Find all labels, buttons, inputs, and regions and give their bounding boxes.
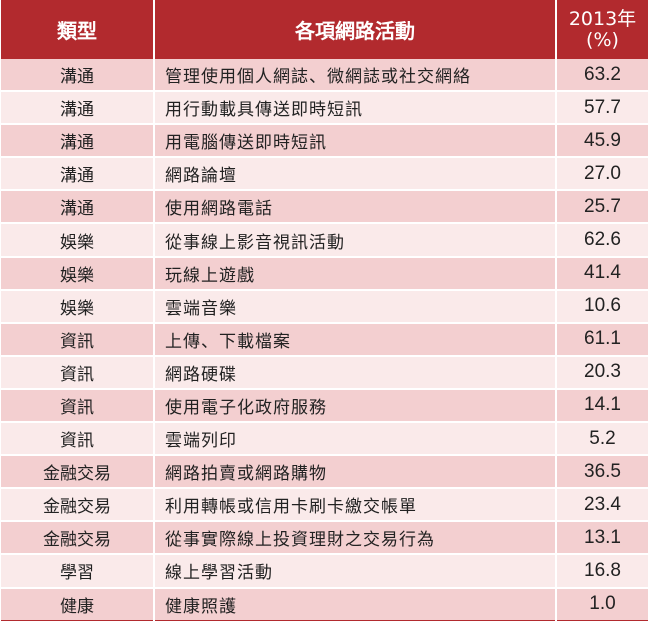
cell-percent: 25.7	[556, 190, 648, 225]
cell-type: 娛樂	[1, 289, 155, 324]
cell-percent: 45.9	[556, 124, 648, 159]
table-row: 溝通 網路論壇 27.0	[1, 157, 648, 192]
cell-activity: 玩線上遊戲	[154, 256, 557, 291]
cell-type: 健康	[1, 587, 155, 621]
cell-percent: 5.2	[556, 422, 648, 457]
cell-percent: 41.4	[556, 256, 648, 291]
cell-type: 金融交易	[1, 521, 155, 556]
cell-activity: 用行動載具傳送即時短訊	[154, 91, 557, 126]
header-year: 2013年	[568, 7, 637, 30]
cell-type: 資訊	[1, 388, 155, 424]
table-row: 金融交易 從事實際線上投資理財之交易行為 13.1	[1, 521, 648, 556]
table-row: 資訊 上傳、下載檔案 61.1	[1, 322, 648, 357]
cell-percent: 63.2	[556, 59, 648, 93]
cell-activity: 上傳、下載檔案	[154, 322, 557, 357]
cell-percent: 61.1	[556, 322, 648, 357]
cell-type: 資訊	[1, 322, 155, 357]
header-percent: 2013年 (%)	[556, 0, 648, 59]
cell-activity: 線上學習活動	[154, 554, 557, 589]
table-row: 資訊 使用電子化政府服務 14.1	[1, 388, 648, 424]
cell-activity: 利用轉帳或信用卡刷卡繳交帳單	[154, 488, 557, 523]
cell-activity: 使用網路電話	[154, 190, 557, 225]
cell-percent: 1.0	[556, 587, 648, 621]
cell-type: 溝通	[1, 190, 155, 225]
header-activity: 各項網路活動	[154, 0, 557, 59]
cell-activity: 雲端列印	[154, 422, 557, 457]
cell-type: 資訊	[1, 355, 155, 390]
table-row: 娛樂 從事線上影音視訊活動 62.6	[1, 223, 648, 258]
header-type: 類型	[1, 0, 155, 59]
table-row: 資訊 網路硬碟 20.3	[1, 355, 648, 390]
cell-type: 資訊	[1, 422, 155, 457]
cell-type: 溝通	[1, 157, 155, 192]
table-row: 溝通 用行動載具傳送即時短訊 57.7	[1, 91, 648, 126]
table-row: 金融交易 網路拍賣或網路購物 36.5	[1, 455, 648, 490]
cell-type: 金融交易	[1, 488, 155, 523]
header-row: 類型 各項網路活動 2013年 (%)	[1, 0, 648, 59]
cell-percent: 62.6	[556, 223, 648, 258]
cell-type: 學習	[1, 554, 155, 589]
cell-activity: 使用電子化政府服務	[154, 388, 557, 424]
cell-type: 溝通	[1, 91, 155, 126]
cell-percent: 13.1	[556, 521, 648, 556]
cell-activity: 從事線上影音視訊活動	[154, 223, 557, 258]
cell-activity: 雲端音樂	[154, 289, 557, 324]
table-row: 健康 健康照護 1.0	[1, 587, 648, 621]
cell-activity: 從事實際線上投資理財之交易行為	[154, 521, 557, 556]
header-unit: (%)	[586, 28, 619, 51]
table-row: 學習 線上學習活動 16.8	[1, 554, 648, 589]
cell-activity: 網路論壇	[154, 157, 557, 192]
table-row: 溝通 管理使用個人網誌、微網誌或社交網絡 63.2	[1, 59, 648, 93]
table-row: 娛樂 雲端音樂 10.6	[1, 289, 648, 324]
cell-activity: 健康照護	[154, 587, 557, 621]
cell-percent: 20.3	[556, 355, 648, 390]
cell-type: 溝通	[1, 124, 155, 159]
cell-activity: 用電腦傳送即時短訊	[154, 124, 557, 159]
table-row: 金融交易 利用轉帳或信用卡刷卡繳交帳單 23.4	[1, 488, 648, 523]
cell-type: 娛樂	[1, 256, 155, 291]
cell-activity: 網路拍賣或網路購物	[154, 455, 557, 490]
cell-activity: 管理使用個人網誌、微網誌或社交網絡	[154, 59, 557, 93]
cell-type: 溝通	[1, 59, 155, 93]
cell-percent: 36.5	[556, 455, 648, 490]
table-row: 娛樂 玩線上遊戲 41.4	[1, 256, 648, 291]
cell-percent: 27.0	[556, 157, 648, 192]
table-row: 溝通 用電腦傳送即時短訊 45.9	[1, 124, 648, 159]
cell-percent: 57.7	[556, 91, 648, 126]
table-row: 溝通 使用網路電話 25.7	[1, 190, 648, 225]
table-row: 資訊 雲端列印 5.2	[1, 422, 648, 457]
table-body: 溝通 管理使用個人網誌、微網誌或社交網絡 63.2 溝通 用行動載具傳送即時短訊 57.7…	[1, 59, 648, 621]
cell-percent: 23.4	[556, 488, 648, 523]
cell-percent: 10.6	[556, 289, 648, 324]
cell-type: 娛樂	[1, 223, 155, 258]
cell-activity: 網路硬碟	[154, 355, 557, 390]
cell-percent: 14.1	[556, 388, 648, 424]
cell-percent: 16.8	[556, 554, 648, 589]
cell-type: 金融交易	[1, 455, 155, 490]
table-header: 類型 各項網路活動 2013年 (%)	[1, 0, 648, 59]
